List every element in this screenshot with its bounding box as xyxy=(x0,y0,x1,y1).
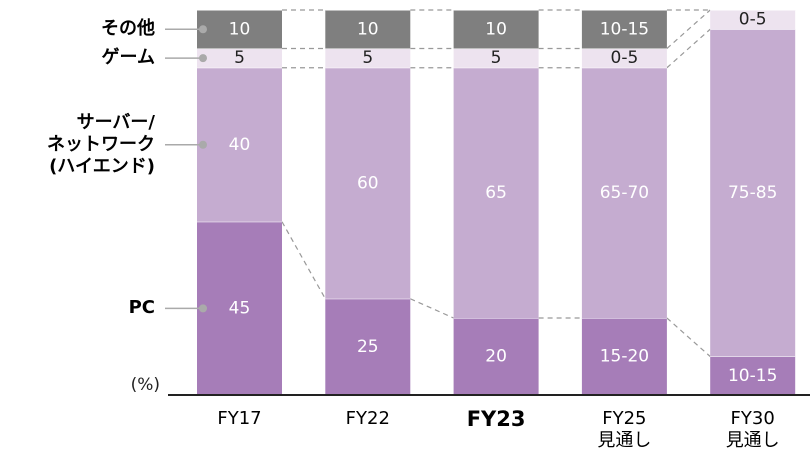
bar-segment xyxy=(581,318,667,395)
value-label: 0-5 xyxy=(739,10,767,30)
connector xyxy=(666,9,711,49)
x-tick-label: FY17 xyxy=(217,408,262,429)
value-label: 40 xyxy=(229,135,251,155)
x-tick-label: FY23 xyxy=(466,407,526,431)
bar-segment xyxy=(453,318,539,395)
legend-dot xyxy=(199,140,207,149)
value-label: 75-85 xyxy=(728,183,777,203)
value-label: 10 xyxy=(357,19,379,39)
y-axis-label: (%) xyxy=(131,375,160,395)
value-label: 45 xyxy=(229,298,251,318)
value-label: 25 xyxy=(357,337,379,357)
bar-segment xyxy=(197,67,282,222)
value-label: 20 xyxy=(485,347,507,367)
value-label: 5 xyxy=(234,48,245,68)
value-label: 15-20 xyxy=(600,347,649,367)
bar-segment xyxy=(325,298,411,395)
bar-segment xyxy=(710,29,796,357)
x-tick-label: FY22 xyxy=(345,408,390,429)
legend-label: サーバー/ ネットワーク (ハイエンド) xyxy=(47,111,155,177)
legend-dot xyxy=(199,304,207,313)
bar-segment xyxy=(325,67,411,299)
bar-segment xyxy=(325,48,411,68)
connector xyxy=(410,298,454,319)
legend-dot xyxy=(199,25,207,34)
bar-segment xyxy=(453,67,539,318)
bar-segment xyxy=(710,356,796,395)
bar-segment xyxy=(197,48,282,68)
x-tick-label: FY30 見通し xyxy=(725,408,780,451)
value-label: 65 xyxy=(485,183,507,203)
connector xyxy=(666,317,711,357)
bar-segment xyxy=(581,10,667,49)
legend-label: ゲーム xyxy=(101,47,155,69)
connector xyxy=(666,28,711,69)
value-label: 60 xyxy=(357,173,379,193)
bar-segment xyxy=(197,10,282,49)
connector xyxy=(281,221,326,300)
bar-segment xyxy=(197,221,282,395)
value-label: 0-5 xyxy=(611,48,639,68)
bar-segment xyxy=(710,10,796,30)
bar-segment xyxy=(453,48,539,68)
bar-segment xyxy=(581,67,667,318)
value-label: 10-15 xyxy=(600,19,649,39)
value-label: 10 xyxy=(229,19,251,39)
bar-segment xyxy=(581,48,667,68)
value-label: 10 xyxy=(485,19,507,39)
legend-dot xyxy=(199,54,207,63)
value-label: 5 xyxy=(362,48,373,68)
value-label: 5 xyxy=(491,48,502,68)
legend-label: その他 xyxy=(101,18,155,40)
x-tick-label: FY25 見通し xyxy=(597,408,652,451)
value-label: 65-70 xyxy=(600,183,649,203)
bar-segment xyxy=(453,10,539,49)
value-label: 10-15 xyxy=(728,366,777,386)
legend-label: PC xyxy=(128,297,155,319)
bar-segment xyxy=(325,10,411,49)
